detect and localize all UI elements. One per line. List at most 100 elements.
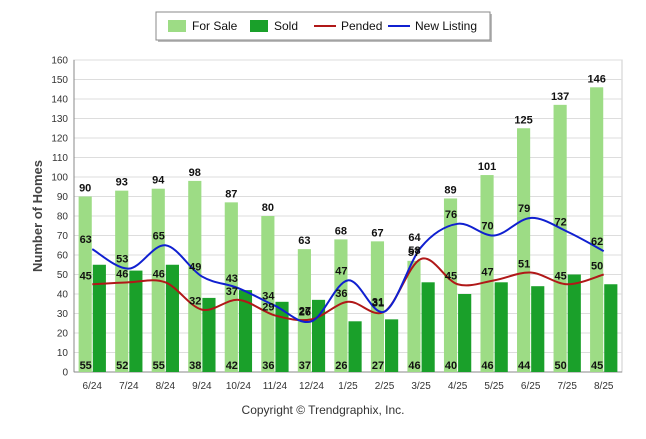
label-for-sale: 90 (79, 183, 91, 195)
bar-sold (458, 294, 472, 372)
y-axis-title: Number of Homes (30, 160, 45, 272)
x-tick-label: 3/25 (411, 381, 431, 392)
legend-label: New Listing (415, 19, 477, 33)
label-new-listing: 63 (80, 234, 92, 246)
bar-sold (385, 319, 399, 372)
bar-for-sale (297, 249, 311, 372)
bar-for-sale (115, 190, 129, 372)
bar-sold (494, 282, 508, 372)
label-pended: 32 (189, 296, 201, 308)
label-for-sale: 57 (408, 247, 420, 259)
label-sold: 38 (189, 360, 201, 372)
label-sold: 45 (591, 360, 603, 372)
label-pended: 51 (518, 259, 530, 271)
bar-for-sale (188, 180, 202, 372)
bar-for-sale (407, 260, 421, 372)
label-new-listing: 26 (299, 306, 311, 318)
label-sold: 44 (518, 360, 531, 372)
label-sold: 42 (226, 360, 238, 372)
y-tick-label: 10 (57, 348, 69, 359)
label-pended: 31 (372, 298, 384, 310)
label-new-listing: 53 (116, 254, 128, 266)
label-sold: 46 (408, 360, 420, 372)
label-sold: 27 (372, 360, 384, 372)
copyright-text: Copyright © Trendgraphix, Inc. (241, 403, 405, 417)
label-sold: 55 (80, 360, 92, 372)
label-pended: 37 (226, 286, 238, 298)
label-new-listing: 62 (591, 236, 603, 248)
label-new-listing: 47 (335, 265, 347, 277)
label-new-listing: 49 (189, 261, 201, 273)
bar-sold (202, 297, 216, 372)
y-tick-label: 50 (57, 270, 69, 281)
x-tick-label: 5/25 (484, 381, 504, 392)
label-pended: 58 (408, 245, 420, 257)
y-tick-label: 30 (57, 309, 69, 320)
bar-for-sale (480, 175, 494, 372)
label-new-listing: 79 (518, 203, 530, 215)
x-tick-label: 8/24 (156, 381, 176, 392)
label-for-sale: 94 (152, 175, 165, 187)
label-for-sale: 146 (587, 73, 605, 85)
x-tick-label: 6/25 (521, 381, 541, 392)
bar-for-sale (553, 104, 567, 372)
x-tick-label: 10/24 (226, 381, 251, 392)
bar-sold (238, 290, 253, 372)
label-pended: 46 (153, 268, 165, 280)
label-sold: 40 (445, 360, 457, 372)
label-sold: 46 (481, 360, 493, 372)
x-tick-label: 12/24 (299, 381, 324, 392)
label-sold: 55 (153, 360, 165, 372)
label-sold: 50 (554, 360, 566, 372)
x-tick-label: 7/24 (119, 381, 139, 392)
y-tick-label: 90 (57, 192, 69, 203)
legend-label: Sold (274, 19, 298, 33)
bar-for-sale (334, 239, 348, 372)
label-pended: 29 (262, 301, 274, 313)
legend-label: Pended (341, 19, 382, 33)
x-tick-label: 4/25 (448, 381, 468, 392)
label-for-sale: 98 (189, 167, 201, 179)
label-new-listing: 43 (226, 273, 238, 285)
x-tick-label: 9/24 (192, 381, 212, 392)
bar-sold (421, 282, 435, 372)
bar-sold (165, 264, 179, 372)
y-tick-label: 60 (57, 251, 69, 262)
label-pended: 45 (554, 270, 566, 282)
y-tick-label: 70 (57, 231, 69, 242)
y-tick-label: 130 (51, 114, 68, 125)
label-new-listing: 76 (445, 209, 457, 221)
label-new-listing: 70 (481, 221, 493, 233)
label-pended: 45 (80, 270, 92, 282)
y-tick-label: 100 (51, 173, 68, 184)
y-tick-label: 0 (62, 368, 68, 379)
bar-sold (129, 270, 143, 372)
label-for-sale: 68 (335, 225, 347, 237)
bar-sold (348, 321, 362, 372)
label-for-sale: 63 (298, 235, 310, 247)
label-for-sale: 93 (116, 177, 128, 189)
label-for-sale: 89 (444, 184, 456, 196)
bar-for-sale (370, 241, 385, 372)
label-for-sale: 125 (514, 114, 532, 126)
bar-for-sale (517, 128, 531, 372)
label-sold: 36 (262, 360, 274, 372)
label-new-listing: 72 (554, 217, 566, 229)
y-tick-label: 80 (57, 212, 69, 223)
x-tick-label: 1/25 (338, 381, 358, 392)
y-tick-label: 160 (51, 56, 68, 67)
bar-sold (604, 284, 618, 372)
label-for-sale: 137 (551, 91, 569, 103)
line-new-listing (91, 216, 605, 324)
label-for-sale: 101 (478, 161, 496, 173)
legend-label: For Sale (192, 19, 238, 33)
label-new-listing: 64 (408, 232, 421, 244)
label-new-listing: 31 (372, 297, 384, 309)
line-pended (92, 257, 605, 322)
y-tick-label: 150 (51, 75, 68, 86)
x-tick-label: 2/25 (375, 381, 395, 392)
label-pended: 45 (445, 270, 457, 282)
x-tick-label: 6/24 (83, 381, 103, 392)
